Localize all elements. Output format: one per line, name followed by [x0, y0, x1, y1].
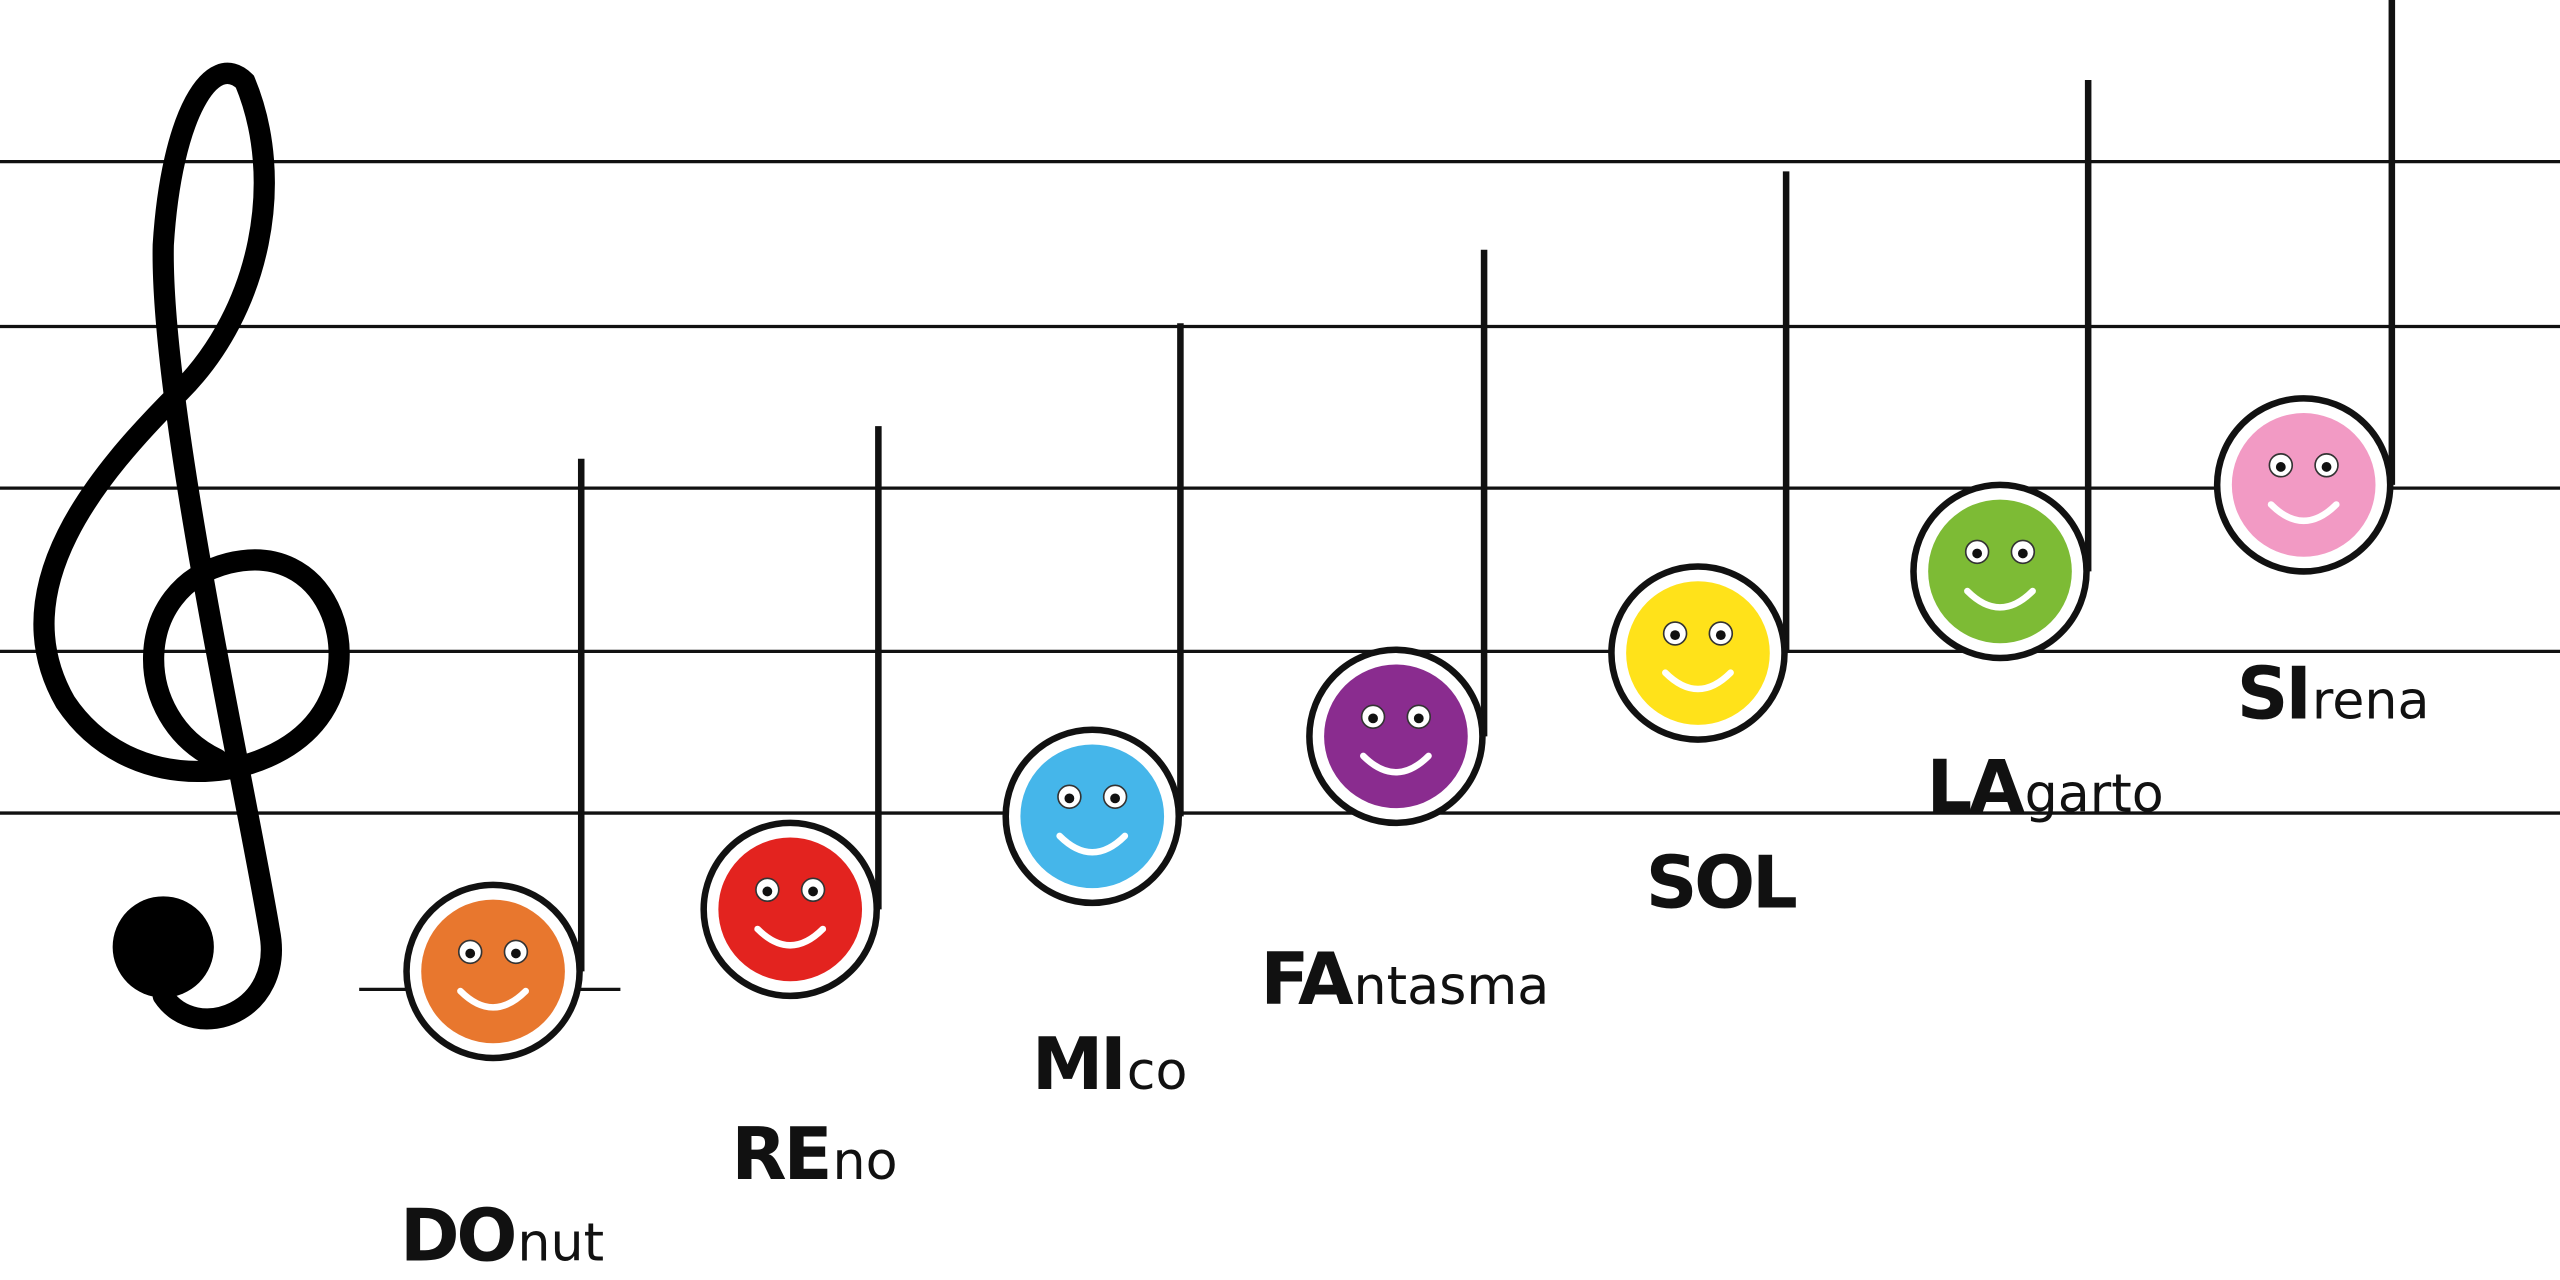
note-syllable: FA	[1260, 937, 1354, 1021]
character-icon	[2231, 413, 2376, 557]
note-syllable: LA	[1927, 744, 2026, 828]
note-word-rest: co	[1127, 1042, 1188, 1102]
character-icon	[1020, 744, 1165, 889]
icon-pupil	[762, 886, 773, 897]
treble-clef	[33, 62, 350, 1030]
icon-smile	[1056, 832, 1129, 856]
icon-smile	[1360, 752, 1432, 776]
notes: DO nut RE no MI co FA ntasma SOL LA garto SI rena	[400, 0, 2430, 1277]
character-icon	[421, 899, 565, 1044]
note-label: SOL	[1646, 841, 1796, 925]
note-word-rest: no	[833, 1132, 898, 1192]
icon-pupil	[2275, 462, 2286, 472]
note-word-rest: garto	[2025, 764, 2164, 824]
icon-face	[421, 899, 565, 1044]
note-word-rest: ntasma	[1354, 957, 1550, 1017]
icon-smile	[1964, 587, 2036, 611]
icon-pupil	[2321, 462, 2332, 472]
icon-pupil	[808, 886, 818, 897]
staff	[0, 160, 2560, 992]
note-label: RE no	[731, 1112, 897, 1196]
note: DO nut	[400, 458, 604, 1277]
icon-face	[1324, 664, 1468, 809]
icon-pupil	[2017, 548, 2028, 559]
note-label: DO nut	[400, 1193, 604, 1277]
note-label: MI co	[1032, 1022, 1188, 1106]
icon-face	[2231, 413, 2376, 557]
icon-pupil	[465, 948, 476, 959]
icon-smile	[457, 987, 529, 1011]
note: LA garto	[1910, 80, 2164, 828]
note-syllable: RE	[731, 1112, 829, 1196]
note: RE no	[700, 426, 898, 1196]
icon-smile	[754, 925, 827, 949]
icon-pupil	[1413, 713, 1424, 724]
character-icon	[1626, 581, 1770, 725]
character-icon	[1928, 499, 2072, 644]
icon-smile	[2267, 501, 2340, 525]
note-syllable: SOL	[1646, 841, 1796, 925]
character-icon	[1324, 664, 1468, 809]
note: SI rena	[2213, 0, 2430, 735]
note: MI co	[1002, 323, 1188, 1106]
clef-curve	[33, 62, 350, 1030]
icon-face	[1020, 744, 1165, 889]
note-syllable: DO	[400, 1193, 514, 1277]
icon-smile	[1662, 669, 1734, 693]
icon-pupil	[1972, 548, 1983, 559]
icon-face	[718, 837, 863, 982]
note-label: SI rena	[2237, 651, 2430, 735]
note-syllable: SI	[2237, 651, 2309, 735]
note-word-rest: nut	[517, 1213, 604, 1273]
clef-dot	[112, 896, 214, 998]
note-syllable: MI	[1032, 1022, 1124, 1106]
icon-pupil	[511, 948, 521, 959]
note-label: LA garto	[1927, 744, 2164, 828]
icon-face	[1626, 581, 1770, 725]
note-label: FA ntasma	[1260, 937, 1549, 1021]
icon-pupil	[1715, 630, 1726, 640]
character-icon	[718, 837, 863, 982]
icon-pupil	[1670, 630, 1680, 640]
icon-pupil	[1064, 793, 1075, 804]
note: SOL	[1608, 171, 1799, 925]
icon-face	[1928, 499, 2072, 644]
note-word-rest: rena	[2312, 671, 2430, 731]
note: FA ntasma	[1260, 249, 1549, 1021]
icon-pupil	[1368, 713, 1378, 724]
icon-pupil	[1110, 793, 1120, 804]
